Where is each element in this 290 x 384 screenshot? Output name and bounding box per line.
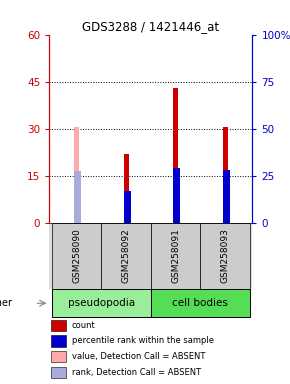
Bar (173, 169, 178, 223)
Text: GSM258090: GSM258090 (72, 228, 81, 283)
Bar (128, 191, 130, 223)
Bar (101, 223, 151, 289)
Bar (74, 127, 79, 223)
Text: value, Detection Call = ABSENT: value, Detection Call = ABSENT (72, 352, 205, 361)
Bar (151, 289, 250, 317)
Bar (51, 335, 66, 346)
Bar (124, 154, 128, 223)
Bar (177, 169, 180, 223)
Text: pseudopodia: pseudopodia (68, 298, 135, 308)
Text: GSM258093: GSM258093 (221, 228, 230, 283)
Text: GSM258092: GSM258092 (122, 229, 130, 283)
Text: percentile rank within the sample: percentile rank within the sample (72, 336, 214, 345)
Text: count: count (72, 321, 95, 330)
Bar (52, 223, 101, 289)
Text: GSM258091: GSM258091 (171, 228, 180, 283)
Bar (51, 351, 66, 362)
Bar (52, 289, 151, 317)
Bar (124, 191, 128, 223)
Bar (223, 127, 228, 223)
Bar (173, 88, 178, 223)
Bar (200, 223, 250, 289)
Text: other: other (0, 298, 12, 308)
Bar (226, 170, 229, 223)
Text: cell bodies: cell bodies (172, 298, 228, 308)
Bar (74, 171, 79, 223)
Title: GDS3288 / 1421446_at: GDS3288 / 1421446_at (82, 20, 219, 33)
Bar (51, 367, 66, 378)
Bar (151, 223, 200, 289)
Bar (51, 319, 66, 331)
Bar (78, 171, 81, 223)
Text: rank, Detection Call = ABSENT: rank, Detection Call = ABSENT (72, 368, 201, 377)
Bar (223, 170, 228, 223)
